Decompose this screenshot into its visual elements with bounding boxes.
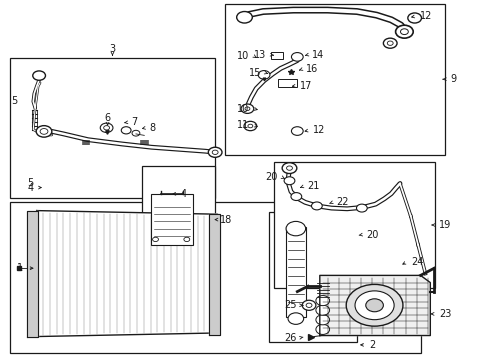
Text: 8: 8 [149, 123, 155, 133]
Text: 13: 13 [254, 50, 266, 60]
Circle shape [212, 150, 218, 154]
Bar [285, 227, 305, 317]
Bar [268, 212, 356, 342]
Polygon shape [34, 211, 217, 337]
Circle shape [247, 124, 252, 128]
Circle shape [40, 129, 48, 134]
Text: 5: 5 [11, 96, 18, 106]
Bar [142, 166, 215, 274]
Text: 18: 18 [220, 215, 232, 225]
Circle shape [346, 284, 402, 326]
Text: 9: 9 [449, 74, 455, 84]
Text: 1: 1 [17, 263, 23, 273]
Text: 4: 4 [181, 189, 187, 199]
Circle shape [284, 177, 294, 185]
Circle shape [152, 237, 158, 242]
Text: 16: 16 [305, 64, 318, 74]
Circle shape [386, 41, 392, 45]
Polygon shape [319, 275, 429, 336]
Text: 26: 26 [284, 333, 296, 343]
Text: 22: 22 [336, 197, 348, 207]
Text: 15: 15 [248, 68, 261, 78]
Text: 12: 12 [419, 11, 431, 21]
Text: 6: 6 [104, 113, 110, 123]
Circle shape [287, 313, 303, 324]
Text: 19: 19 [438, 220, 450, 230]
Circle shape [100, 123, 113, 132]
Bar [270, 52, 282, 59]
Circle shape [286, 166, 292, 170]
Bar [273, 162, 434, 288]
Text: 20: 20 [265, 172, 277, 182]
Text: 10: 10 [237, 104, 249, 114]
Circle shape [315, 305, 329, 315]
Circle shape [285, 221, 305, 236]
Circle shape [241, 104, 253, 113]
Text: 3: 3 [109, 44, 115, 54]
Circle shape [311, 202, 322, 210]
Circle shape [315, 324, 329, 334]
Circle shape [132, 130, 140, 136]
Circle shape [315, 296, 329, 306]
Circle shape [354, 291, 393, 320]
Text: 11: 11 [237, 120, 249, 130]
Circle shape [305, 303, 311, 307]
Circle shape [36, 126, 52, 137]
Circle shape [302, 300, 315, 310]
Text: 25: 25 [283, 300, 296, 310]
Text: 24: 24 [410, 257, 422, 267]
Text: 21: 21 [306, 181, 319, 192]
Circle shape [395, 25, 412, 38]
Circle shape [383, 38, 396, 48]
Circle shape [33, 71, 45, 80]
Circle shape [244, 107, 249, 111]
Circle shape [291, 127, 303, 135]
Circle shape [291, 53, 303, 61]
Circle shape [407, 13, 421, 23]
Text: 23: 23 [438, 309, 450, 319]
Bar [150, 194, 193, 245]
Text: 14: 14 [311, 50, 324, 60]
Bar [10, 58, 215, 198]
Polygon shape [208, 214, 220, 335]
Text: 5: 5 [27, 178, 33, 188]
Polygon shape [27, 211, 38, 337]
Text: 4: 4 [27, 183, 33, 193]
Bar [10, 202, 420, 353]
Circle shape [244, 121, 256, 131]
Text: 10: 10 [237, 51, 249, 61]
Circle shape [103, 126, 109, 130]
Circle shape [183, 237, 189, 242]
Circle shape [356, 204, 366, 212]
Text: 20: 20 [365, 230, 377, 240]
Text: 12: 12 [312, 125, 325, 135]
Circle shape [258, 71, 269, 79]
Circle shape [208, 147, 222, 157]
Circle shape [400, 29, 407, 35]
Circle shape [282, 163, 296, 174]
Bar [224, 4, 444, 155]
Circle shape [236, 12, 252, 23]
Text: 7: 7 [131, 117, 137, 127]
Bar [277, 79, 297, 87]
Circle shape [290, 193, 301, 201]
Circle shape [365, 299, 383, 312]
Text: 17: 17 [300, 81, 312, 91]
Circle shape [121, 127, 131, 134]
Text: 2: 2 [368, 340, 375, 350]
Circle shape [315, 315, 329, 325]
